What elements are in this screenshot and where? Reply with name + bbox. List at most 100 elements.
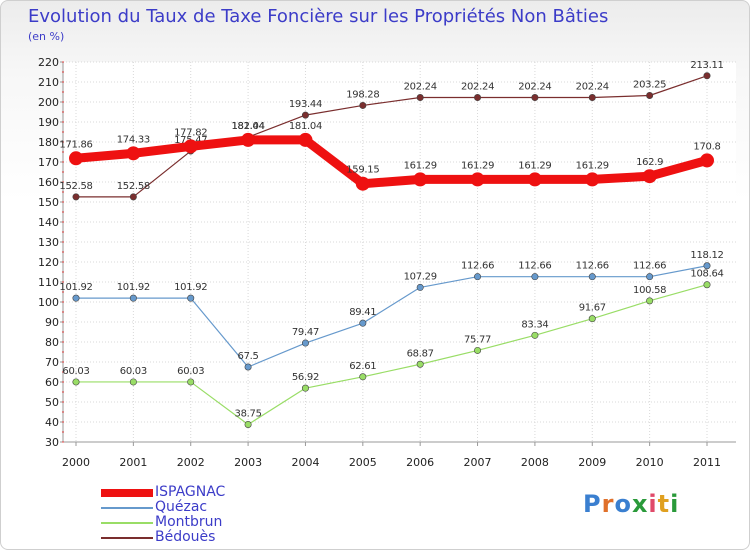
data-label-bedoues: 193.44	[289, 99, 322, 110]
series-line-ispagnac	[71, 135, 712, 189]
legend-label-montbrun: Montbrun	[155, 514, 223, 530]
data-label-quezac: 112.66	[461, 261, 494, 272]
y-tick-label: 220	[38, 56, 59, 69]
point-bedoues	[474, 94, 482, 102]
plot-area	[63, 62, 736, 442]
point-ispagnac	[413, 172, 428, 187]
point-montbrun	[72, 378, 80, 386]
legend-label-bedoues: Bédouès	[155, 529, 216, 545]
point-quezac	[646, 273, 654, 281]
point-montbrun	[703, 281, 711, 289]
data-label-bedoues: 202.24	[461, 82, 494, 93]
y-tick-label: 110	[38, 276, 59, 289]
point-montbrun	[187, 378, 195, 386]
data-label-bedoues: 202.24	[404, 82, 437, 93]
y-tick-label: 120	[38, 256, 59, 269]
data-label-bedoues: 202.24	[576, 82, 609, 93]
data-label-quezac: 118.12	[690, 250, 723, 261]
x-tick-label: 2004	[291, 456, 319, 469]
point-ispagnac	[69, 151, 83, 166]
data-label-bedoues: 203.25	[633, 80, 666, 91]
point-quezac	[129, 294, 137, 302]
data-label-quezac: 101.92	[59, 282, 92, 293]
point-bedoues	[588, 94, 596, 102]
point-quezac	[531, 273, 539, 281]
series-line-bedoues	[75, 75, 708, 198]
data-label-montbrun: 100.58	[633, 285, 666, 296]
y-tick-label: 50	[45, 396, 59, 409]
legend-item-quezac[interactable]: Quézac	[101, 500, 225, 515]
point-ispagnac	[298, 132, 313, 147]
x-tick-label: 2002	[177, 456, 205, 469]
y-tick-label: 170	[38, 156, 59, 169]
point-bedoues	[129, 193, 137, 201]
data-label-montbrun: 68.87	[407, 348, 434, 359]
x-tick-label: 2000	[62, 456, 90, 469]
data-label-ispagnac: 161.29	[576, 160, 609, 171]
data-label-ispagnac: 174.33	[117, 134, 150, 145]
point-ispagnac	[642, 169, 657, 184]
point-montbrun	[646, 297, 654, 305]
y-tick-label: 70	[45, 356, 59, 369]
point-quezac	[588, 273, 596, 281]
data-label-montbrun: 60.03	[177, 366, 204, 377]
y-tick-label: 210	[38, 76, 59, 89]
y-unit-label: (en %)	[28, 30, 65, 43]
data-label-montbrun: 62.61	[349, 361, 376, 372]
point-montbrun	[588, 315, 596, 323]
data-label-quezac: 67.5	[238, 351, 259, 362]
y-tick-label: 90	[45, 316, 59, 329]
legend-item-montbrun[interactable]: Montbrun	[101, 515, 225, 530]
point-bedoues	[703, 72, 711, 80]
data-label-ispagnac: 181.04	[289, 121, 322, 132]
point-ispagnac	[241, 132, 256, 147]
point-montbrun	[531, 331, 539, 339]
point-quezac	[703, 262, 711, 270]
data-label-ispagnac: 177.82	[174, 127, 207, 138]
data-label-bedoues: 202.24	[518, 82, 551, 93]
legend-item-bedoues[interactable]: Bédouès	[101, 530, 225, 545]
legend-label-quezac: Quézac	[155, 499, 208, 515]
y-tick-label: 30	[45, 436, 59, 449]
data-label-quezac: 112.66	[576, 261, 609, 272]
chart-title: Evolution du Taux de Taxe Foncière sur l…	[28, 6, 609, 27]
point-montbrun	[359, 373, 367, 381]
x-tick-label: 2010	[636, 456, 664, 469]
data-label-montbrun: 60.03	[120, 366, 147, 377]
x-tick-label: 2001	[119, 456, 147, 469]
data-label-montbrun: 91.67	[579, 303, 606, 314]
point-ispagnac	[183, 139, 198, 154]
point-quezac	[359, 319, 367, 327]
point-quezac	[416, 283, 424, 291]
data-label-quezac: 112.66	[518, 261, 551, 272]
data-label-quezac: 101.92	[174, 282, 207, 293]
data-label-quezac: 79.47	[292, 327, 319, 338]
y-tick-label: 100	[38, 296, 59, 309]
point-ispagnac	[527, 172, 542, 187]
point-quezac	[244, 363, 252, 371]
point-montbrun	[244, 420, 252, 428]
x-tick-label: 2011	[693, 456, 721, 469]
y-tick-label: 200	[38, 96, 59, 109]
y-tick-label: 130	[38, 236, 59, 249]
legend-swatch-quezac	[101, 506, 153, 509]
data-label-quezac: 89.41	[349, 307, 376, 318]
data-label-bedoues: 182.44	[231, 121, 264, 132]
y-tick-label: 160	[38, 176, 59, 189]
data-label-bedoues: 213.11	[690, 60, 723, 71]
legend-item-ispagnac[interactable]: ISPAGNAC	[101, 485, 225, 500]
point-bedoues	[72, 193, 80, 201]
x-tick-label: 2003	[234, 456, 262, 469]
data-label-ispagnac: 161.29	[404, 160, 437, 171]
point-quezac	[301, 339, 309, 347]
proxiti-logo: Proxiti	[583, 490, 680, 518]
point-montbrun	[301, 384, 309, 392]
y-tick-label: 140	[38, 216, 59, 229]
data-label-ispagnac: 162.9	[636, 157, 663, 168]
data-label-bedoues: 152.58	[117, 181, 150, 192]
point-quezac	[474, 273, 482, 281]
chart-legend: ISPAGNAC Quézac Montbrun Bédouès	[101, 485, 225, 545]
x-tick-label: 2007	[464, 456, 492, 469]
legend-swatch-bedoues	[101, 536, 153, 539]
